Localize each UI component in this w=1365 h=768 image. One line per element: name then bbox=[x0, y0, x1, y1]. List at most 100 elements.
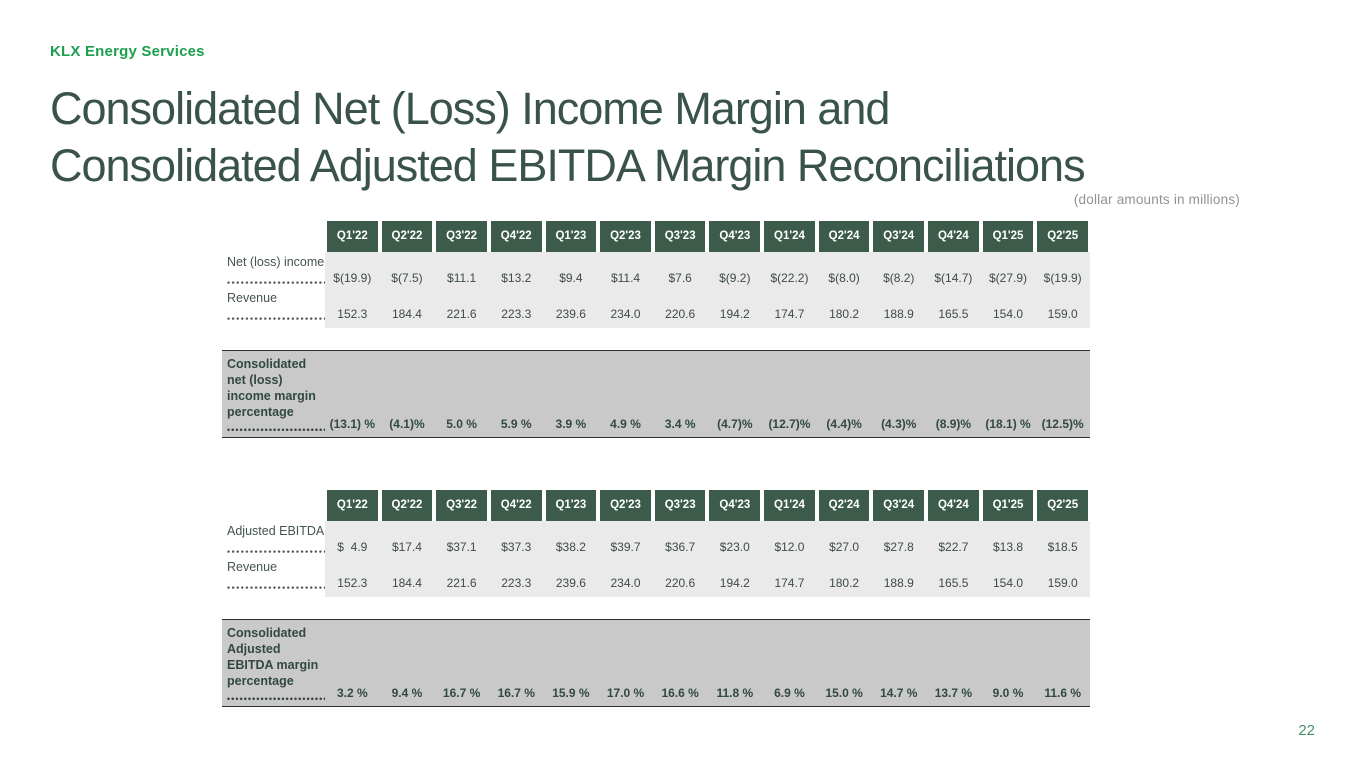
band-label-col: Consolidated Adjusted EBITDA margin percent… bbox=[227, 625, 325, 702]
margin-value-cell: (4.1)% bbox=[389, 417, 425, 431]
quarter-header: Q1'23 bbox=[545, 490, 597, 521]
value-cell: $ 4.9 bbox=[337, 540, 368, 554]
value-cell: 165.5 bbox=[938, 576, 969, 590]
margin-value-cell: 17.0 % bbox=[606, 686, 645, 700]
header-spacer bbox=[222, 490, 325, 521]
dotted-leader bbox=[227, 306, 325, 324]
quarter-header: Q4'24 bbox=[928, 221, 979, 252]
margin-value-cell: 4.9 % bbox=[610, 417, 641, 431]
quarter-header: Q2'23 bbox=[600, 221, 651, 252]
margin-value-cell: (12.7)% bbox=[768, 417, 811, 431]
dotted-leader bbox=[227, 420, 325, 433]
value-cell: 180.2 bbox=[829, 307, 860, 321]
margin-value-cell: (4.3)% bbox=[881, 417, 917, 431]
dotted-leader bbox=[227, 539, 325, 557]
table-body: Net (loss) income $(19.9) $(7.5) $11.1 $13.… bbox=[222, 252, 1090, 328]
margin-value-cell: (4.7)% bbox=[717, 417, 753, 431]
value-cell: $(9.2) bbox=[719, 271, 751, 285]
value-cell: $27.8 bbox=[883, 540, 914, 554]
dotted-leader bbox=[227, 270, 325, 288]
value-cell: $(19.9) bbox=[333, 271, 372, 285]
value-cell: 220.6 bbox=[665, 576, 696, 590]
page-number: 22 bbox=[1298, 722, 1315, 739]
value-cell: $27.0 bbox=[829, 540, 860, 554]
value-cell: 180.2 bbox=[829, 576, 860, 590]
margin-value-cell: 3.4 % bbox=[664, 417, 696, 431]
table-row: Revenue 152.3 184.4 221.6 223.3 239.6 234.0 22… bbox=[222, 288, 1090, 324]
row-label: Net (loss) income bbox=[227, 255, 325, 269]
value-cell: $(7.5) bbox=[391, 271, 423, 285]
value-cell: 174.7 bbox=[774, 576, 805, 590]
value-cell: $37.1 bbox=[446, 540, 477, 554]
margin-value-cell: 13.7 % bbox=[934, 686, 973, 700]
table-body: Adjusted EBITDA $ 4.9 $17.4 $37.1 $37.3 $38.… bbox=[222, 521, 1090, 597]
quarter-header: Q3'24 bbox=[873, 221, 925, 252]
margin-value-cell: 16.6 % bbox=[661, 686, 699, 700]
value-cell: $(8.2) bbox=[883, 271, 915, 285]
value-cell: $13.8 bbox=[993, 540, 1024, 554]
value-cell: 159.0 bbox=[1047, 576, 1078, 590]
value-cell: $23.0 bbox=[719, 540, 750, 554]
value-cell: $(27.9) bbox=[989, 271, 1028, 285]
quarter-header: Q2'23 bbox=[600, 490, 651, 521]
value-cell: 239.6 bbox=[555, 576, 586, 590]
quarter-header: Q1'24 bbox=[764, 490, 815, 521]
value-cell: $18.5 bbox=[1047, 540, 1078, 554]
dotted-leader bbox=[227, 689, 325, 702]
value-cell: 174.7 bbox=[774, 307, 805, 321]
value-cell: 152.3 bbox=[337, 576, 368, 590]
quarter-header: Q1'24 bbox=[764, 221, 815, 252]
quarter-header: Q2'22 bbox=[381, 221, 433, 252]
adjusted-ebitda-table: Q1'22 Q2'22 Q3'22 Q4'22 Q1'23 Q2'23 Q3'23 Q4'23… bbox=[222, 490, 1090, 597]
value-cell: 154.0 bbox=[993, 576, 1024, 590]
value-cell: 154.0 bbox=[993, 307, 1024, 321]
row-label-col: Net (loss) income bbox=[222, 252, 325, 288]
row-label-col: Revenue bbox=[222, 288, 325, 324]
band-label-line: percentage bbox=[227, 405, 294, 419]
row-label: Revenue bbox=[227, 560, 278, 574]
margin-value-cell: 9.0 % bbox=[992, 686, 1024, 700]
value-cell: 220.6 bbox=[665, 307, 696, 321]
quarter-header: Q3'22 bbox=[436, 221, 487, 252]
value-cell: 159.0 bbox=[1047, 307, 1078, 321]
value-cell: 221.6 bbox=[446, 307, 477, 321]
value-cell: 234.0 bbox=[610, 307, 641, 321]
margin-value-cell: 3.2 % bbox=[336, 686, 368, 700]
units-note: (dollar amounts in millions) bbox=[1073, 192, 1240, 207]
value-cell: 194.2 bbox=[719, 307, 750, 321]
slide-title-line-1: Consolidated Net (Loss) Income Margin an… bbox=[50, 83, 890, 134]
header-spacer bbox=[222, 221, 325, 252]
value-cell: $39.7 bbox=[610, 540, 641, 554]
quarter-header: Q4'23 bbox=[709, 490, 761, 521]
margin-value-cell: 11.8 % bbox=[716, 686, 754, 700]
value-cell: 239.6 bbox=[555, 307, 586, 321]
value-cell: $(14.7) bbox=[934, 271, 973, 285]
quarter-header-row: Q1'22 Q2'22 Q3'22 Q4'22 Q1'23 Q2'23 Q3'23 Q4'23… bbox=[222, 221, 1090, 252]
quarter-header: Q1'22 bbox=[327, 221, 378, 252]
quarter-header: Q4'24 bbox=[928, 490, 979, 521]
margin-value-cell: (13.1) % bbox=[329, 417, 375, 431]
quarter-header: Q2'24 bbox=[818, 490, 870, 521]
table-row: Net (loss) income $(19.9) $(7.5) $11.1 $13.… bbox=[222, 252, 1090, 288]
quarter-header: Q2'25 bbox=[1037, 221, 1088, 252]
row-label-col: Revenue bbox=[222, 557, 325, 593]
dotted-leader bbox=[227, 575, 325, 593]
value-cell: $(22.2) bbox=[770, 271, 809, 285]
net-loss-income-table: Q1'22 Q2'22 Q3'22 Q4'22 Q1'23 Q2'23 Q3'23 Q4'23… bbox=[222, 221, 1090, 328]
band-label-line: Consolidated bbox=[227, 357, 307, 371]
quarter-header: Q4'22 bbox=[490, 490, 542, 521]
quarter-header: Q1'25 bbox=[982, 490, 1034, 521]
value-cell: 194.2 bbox=[719, 576, 750, 590]
margin-value-cell: 15.9 % bbox=[552, 686, 590, 700]
adjusted-ebitda-margin-band: Consolidated Adjusted EBITDA margin percent… bbox=[222, 619, 1090, 707]
value-cell: $22.7 bbox=[938, 540, 969, 554]
value-cell: 184.4 bbox=[391, 576, 422, 590]
quarter-header: Q3'23 bbox=[654, 221, 706, 252]
value-cell: $37.3 bbox=[501, 540, 532, 554]
quarter-header-row: Q1'22 Q2'22 Q3'22 Q4'22 Q1'23 Q2'23 Q3'23 Q4'23… bbox=[222, 490, 1090, 521]
table-row: Revenue 152.3 184.4 221.6 223.3 239.6 234.0 22… bbox=[222, 557, 1090, 593]
brand: KLX Energy Services bbox=[50, 43, 205, 60]
value-cell: 223.3 bbox=[501, 307, 532, 321]
margin-value-cell: 5.9 % bbox=[500, 417, 532, 431]
